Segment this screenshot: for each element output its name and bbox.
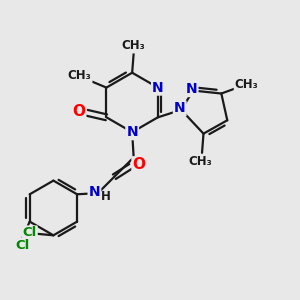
Text: CH₃: CH₃ bbox=[235, 78, 259, 91]
Text: N: N bbox=[88, 185, 100, 199]
Text: N: N bbox=[152, 81, 164, 94]
Text: CH₃: CH₃ bbox=[122, 40, 146, 52]
Text: N: N bbox=[126, 125, 138, 139]
Text: N: N bbox=[186, 82, 197, 96]
Text: H: H bbox=[100, 190, 110, 202]
Text: O: O bbox=[72, 104, 85, 119]
Text: N: N bbox=[174, 101, 185, 116]
Text: O: O bbox=[133, 158, 146, 172]
Text: Cl: Cl bbox=[22, 226, 37, 239]
Text: CH₃: CH₃ bbox=[68, 69, 92, 82]
Text: Cl: Cl bbox=[15, 239, 29, 252]
Text: CH₃: CH₃ bbox=[189, 155, 212, 168]
